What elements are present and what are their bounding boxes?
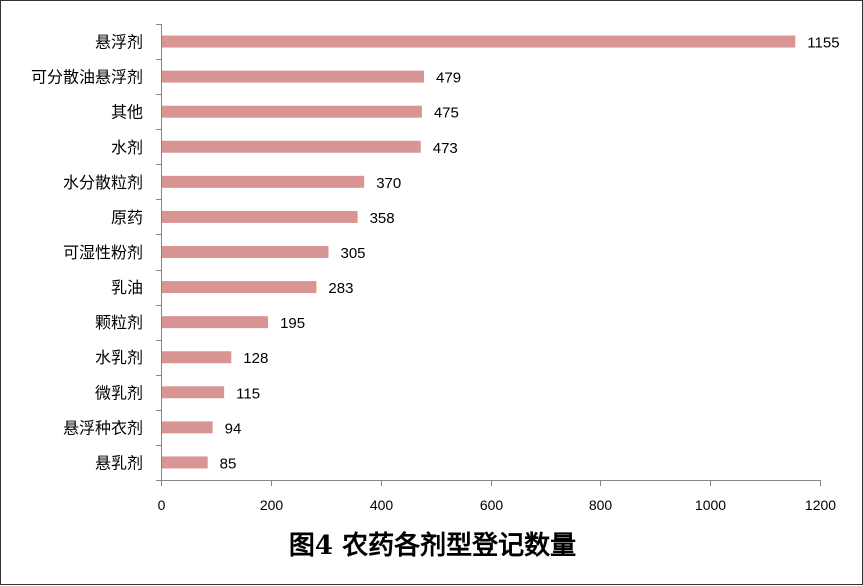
category-label: 颗粒剂: [95, 313, 143, 332]
x-tick-label: 600: [480, 497, 504, 513]
value-label: 283: [328, 280, 353, 297]
bar: [162, 421, 213, 434]
category-label: 水分散粒剂: [63, 173, 143, 192]
x-tick-label: 400: [370, 497, 394, 513]
category-label: 原药: [111, 208, 143, 227]
value-label: 115: [236, 385, 260, 402]
bar: [162, 35, 796, 48]
category-label: 可分散油悬浮剂: [31, 68, 143, 87]
bar: [162, 281, 317, 294]
x-tick-label: 1000: [695, 497, 726, 513]
bar: [162, 70, 425, 83]
value-label: 195: [280, 315, 305, 332]
x-tick-label: 800: [589, 497, 613, 513]
bar: [162, 351, 232, 364]
category-label: 微乳剂: [95, 383, 143, 402]
category-label: 悬浮种衣剂: [63, 418, 143, 437]
value-label: 128: [243, 350, 268, 367]
category-label: 水乳剂: [95, 348, 143, 367]
bar: [162, 246, 329, 258]
x-tick-label: 0: [158, 497, 166, 513]
value-label: 305: [340, 245, 365, 262]
value-label: 85: [220, 455, 237, 472]
value-label: 479: [436, 70, 461, 87]
value-label: 473: [433, 140, 458, 157]
value-label: 94: [225, 420, 242, 437]
value-label: 370: [376, 175, 401, 192]
value-label: 358: [370, 210, 395, 227]
bar: [162, 140, 421, 153]
category-label: 乳油: [111, 278, 143, 297]
bar: [162, 386, 225, 399]
bar: [162, 456, 208, 469]
bar: [162, 175, 365, 188]
chart-title: 图4 农药各剂型登记数量: [288, 531, 577, 561]
category-label: 悬浮剂: [95, 33, 143, 52]
category-label: 悬乳剂: [95, 453, 143, 472]
value-label: 475: [434, 105, 459, 122]
value-label: 1155: [807, 35, 839, 52]
x-tick-label: 200: [260, 497, 284, 513]
bar: [162, 210, 358, 223]
category-label: 可湿性粉剂: [63, 243, 143, 262]
bar: [162, 316, 269, 329]
category-label: 水剂: [111, 138, 143, 157]
category-label: 其他: [111, 103, 143, 122]
x-tick-label: 1200: [805, 497, 836, 513]
bar: [162, 105, 422, 118]
